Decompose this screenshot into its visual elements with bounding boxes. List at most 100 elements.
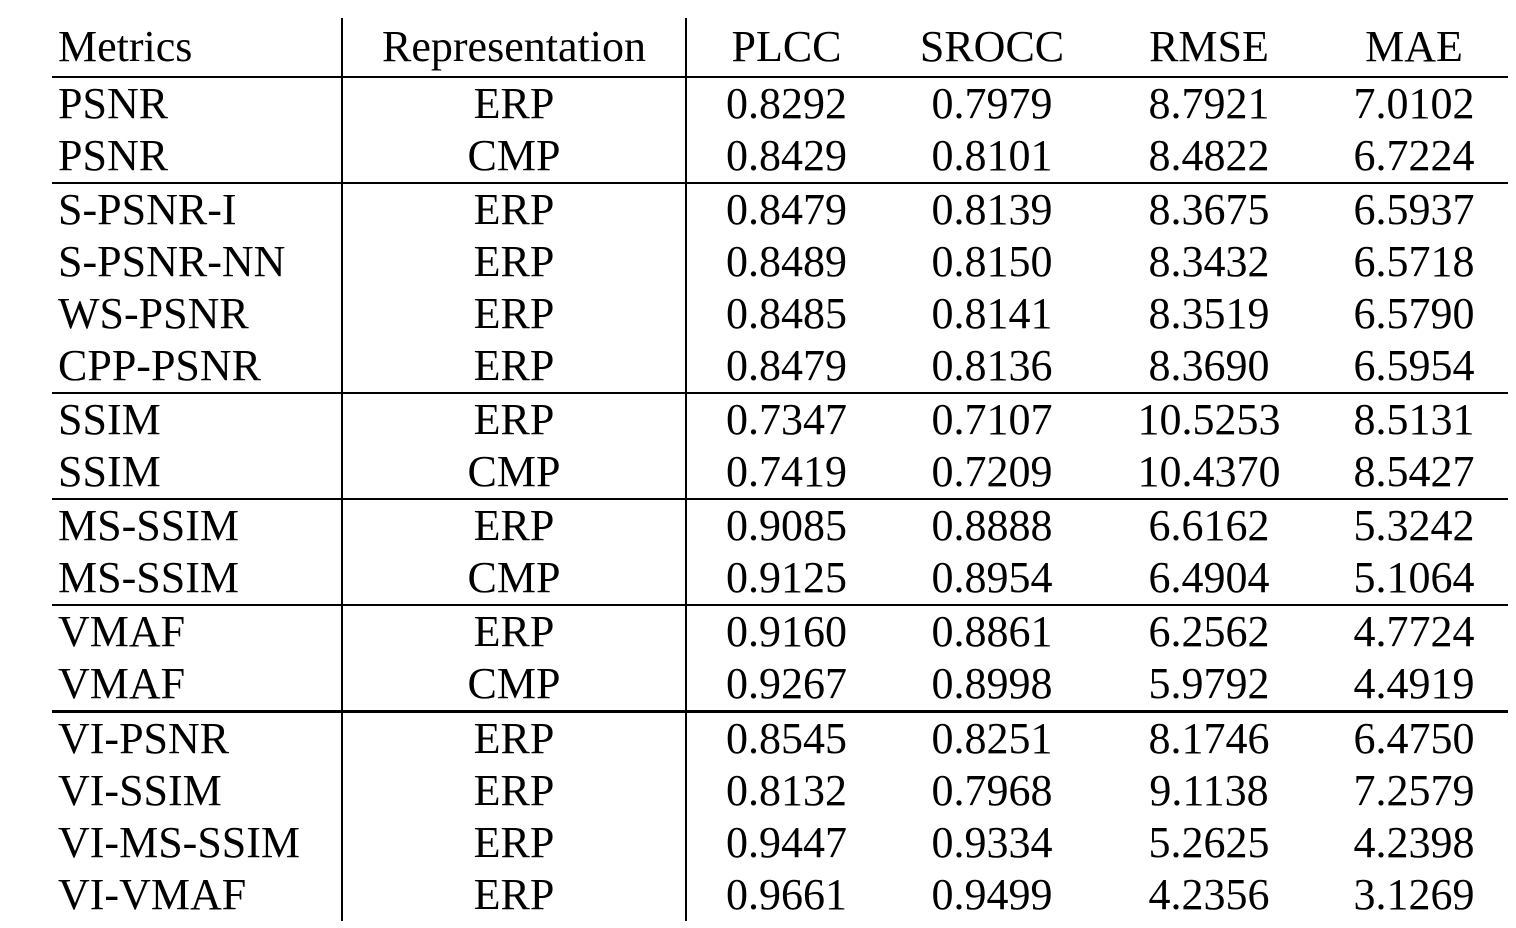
table-row: VMAF CMP 0.9267 0.8998 5.9792 4.4919	[52, 658, 1508, 712]
cell-srocc: 0.8861	[886, 604, 1098, 658]
cell-rmse: 8.4822	[1148, 131, 1270, 180]
table-row: VMAF ERP 0.9160 0.8861 6.2562 4.7724	[52, 604, 1508, 658]
cell-mae: 6.5790	[1353, 289, 1475, 338]
cell-mae: 8.5131	[1320, 392, 1508, 446]
cell-mae: 5.1064	[1353, 553, 1475, 602]
cell-representation: ERP	[342, 182, 687, 236]
header-plcc: PLCC	[731, 22, 842, 71]
table-row: VI-PSNR ERP 0.8545 0.8251 8.1746 6.4750	[52, 710, 1508, 765]
table-row: VI-SSIM ERP 0.8132 0.7968 9.1138 7.2579	[52, 765, 1508, 817]
table-row: MS-SSIM CMP 0.9125 0.8954 6.4904 5.1064	[52, 552, 1508, 605]
cell-srocc: 0.8141	[931, 289, 1053, 338]
cell-rmse: 9.1138	[1149, 766, 1269, 815]
cell-metric: VMAF	[52, 658, 343, 712]
cell-metric: SSIM	[52, 446, 343, 499]
cell-metric: VI-SSIM	[52, 765, 343, 817]
cell-srocc: 0.8139	[886, 182, 1098, 236]
cell-representation: ERP	[342, 340, 687, 393]
cell-rmse: 5.9792	[1148, 659, 1270, 708]
cell-mae: 6.5718	[1353, 237, 1475, 286]
cell-representation: ERP	[342, 236, 687, 288]
cell-metric: WS-PSNR	[52, 288, 343, 340]
cell-mae: 8.5427	[1353, 447, 1475, 496]
cell-representation: CMP	[342, 130, 687, 183]
cell-metric: S-PSNR-NN	[52, 236, 343, 288]
table-row: SSIM CMP 0.7419 0.7209 10.4370 8.5427	[52, 446, 1508, 499]
cell-srocc: 0.8888	[886, 498, 1098, 552]
cell-mae: 4.2398	[1353, 818, 1475, 867]
cell-rmse: 10.5253	[1098, 392, 1320, 446]
table-row: MS-SSIM ERP 0.9085 0.8888 6.6162 5.3242	[52, 498, 1508, 552]
cell-metric: VMAF	[52, 604, 343, 658]
cell-rmse: 8.3432	[1148, 237, 1270, 286]
cell-metric: S-PSNR-I	[52, 182, 343, 236]
cell-srocc: 0.8998	[931, 659, 1053, 708]
cell-srocc: 0.7209	[931, 447, 1053, 496]
table-row: WS-PSNR ERP 0.8485 0.8141 8.3519 6.5790	[52, 288, 1508, 340]
table-header: Metrics Representation PLCC SROCC RMSE M…	[52, 18, 1508, 77]
cell-srocc: 0.7979	[931, 79, 1053, 128]
cell-mae: 3.1269	[1353, 870, 1475, 919]
table-row: S-PSNR-I ERP 0.8479 0.8139 8.3675 6.5937	[52, 182, 1508, 236]
cell-rmse: 6.4904	[1148, 553, 1270, 602]
table-row: PSNR ERP 0.8292 0.7979 8.7921 7.0102	[52, 77, 1508, 130]
cell-srocc: 0.8101	[931, 131, 1053, 180]
table-row: SSIM ERP 0.7347 0.7107 10.5253 8.5131	[52, 392, 1508, 446]
cell-representation: ERP	[342, 817, 687, 869]
header-mae: MAE	[1365, 22, 1463, 71]
table-row: VI-MS-SSIM ERP 0.9447 0.9334 5.2625 4.2398	[52, 817, 1508, 869]
table-row: S-PSNR-NN ERP 0.8489 0.8150 8.3432 6.5718	[52, 236, 1508, 288]
cell-rmse: 8.3675	[1098, 182, 1320, 236]
header-rmse: RMSE	[1149, 22, 1269, 71]
cell-representation: ERP	[342, 710, 687, 765]
cell-mae: 6.7224	[1353, 131, 1475, 180]
cell-mae: 6.5937	[1320, 182, 1508, 236]
cell-plcc: 0.9160	[686, 604, 886, 658]
cell-metric: PSNR	[52, 130, 343, 183]
cell-representation: ERP	[342, 604, 687, 658]
cell-rmse: 6.6162	[1098, 498, 1320, 552]
cell-representation: ERP	[342, 77, 687, 130]
cell-representation: CMP	[342, 658, 687, 712]
cell-representation: ERP	[342, 392, 687, 446]
results-table: Metrics Representation PLCC SROCC RMSE M…	[52, 18, 1508, 921]
cell-metric: VI-PSNR	[52, 710, 343, 765]
cell-srocc: 0.7107	[886, 392, 1098, 446]
cell-mae: 7.2579	[1353, 766, 1475, 815]
cell-plcc: 0.8485	[726, 289, 847, 338]
cell-rmse: 8.3519	[1148, 289, 1270, 338]
cell-plcc: 0.8479	[726, 341, 847, 390]
cell-metric: CPP-PSNR	[52, 340, 343, 393]
cell-srocc: 0.8136	[931, 341, 1053, 390]
cell-plcc: 0.8479	[686, 182, 886, 236]
cell-plcc: 0.9447	[726, 818, 847, 867]
cell-rmse: 6.2562	[1098, 604, 1320, 658]
header-metrics: Metrics	[52, 18, 343, 77]
table-row: CPP-PSNR ERP 0.8479 0.8136 8.3690 6.5954	[52, 340, 1508, 393]
cell-plcc: 0.8489	[726, 237, 847, 286]
table-body: PSNR ERP 0.8292 0.7979 8.7921 7.0102 PSNR CMP 0.…	[52, 77, 1508, 921]
header-representation: Representation	[342, 18, 687, 77]
cell-plcc: 0.7347	[686, 392, 886, 446]
cell-plcc: 0.8292	[726, 79, 847, 128]
cell-metric: MS-SSIM	[52, 498, 343, 552]
cell-plcc: 0.8429	[726, 131, 847, 180]
cell-srocc: 0.9334	[931, 818, 1053, 867]
cell-rmse: 10.4370	[1137, 447, 1281, 496]
cell-representation: ERP	[342, 869, 687, 921]
cell-mae: 7.0102	[1353, 79, 1475, 128]
cell-rmse: 5.2625	[1148, 818, 1270, 867]
cell-metric: PSNR	[52, 77, 343, 130]
cell-representation: ERP	[342, 498, 687, 552]
cell-srocc: 0.8954	[931, 553, 1053, 602]
cell-plcc: 0.9125	[726, 553, 847, 602]
cell-representation: CMP	[342, 552, 687, 605]
cell-metric: VI-VMAF	[52, 869, 343, 921]
cell-plcc: 0.8545	[686, 710, 886, 765]
cell-plcc: 0.9267	[726, 659, 847, 708]
cell-plcc: 0.9085	[686, 498, 886, 552]
cell-rmse: 8.1746	[1098, 710, 1320, 765]
header-row: Metrics Representation PLCC SROCC RMSE M…	[52, 18, 1508, 77]
cell-plcc: 0.7419	[726, 447, 847, 496]
cell-srocc: 0.8150	[931, 237, 1053, 286]
